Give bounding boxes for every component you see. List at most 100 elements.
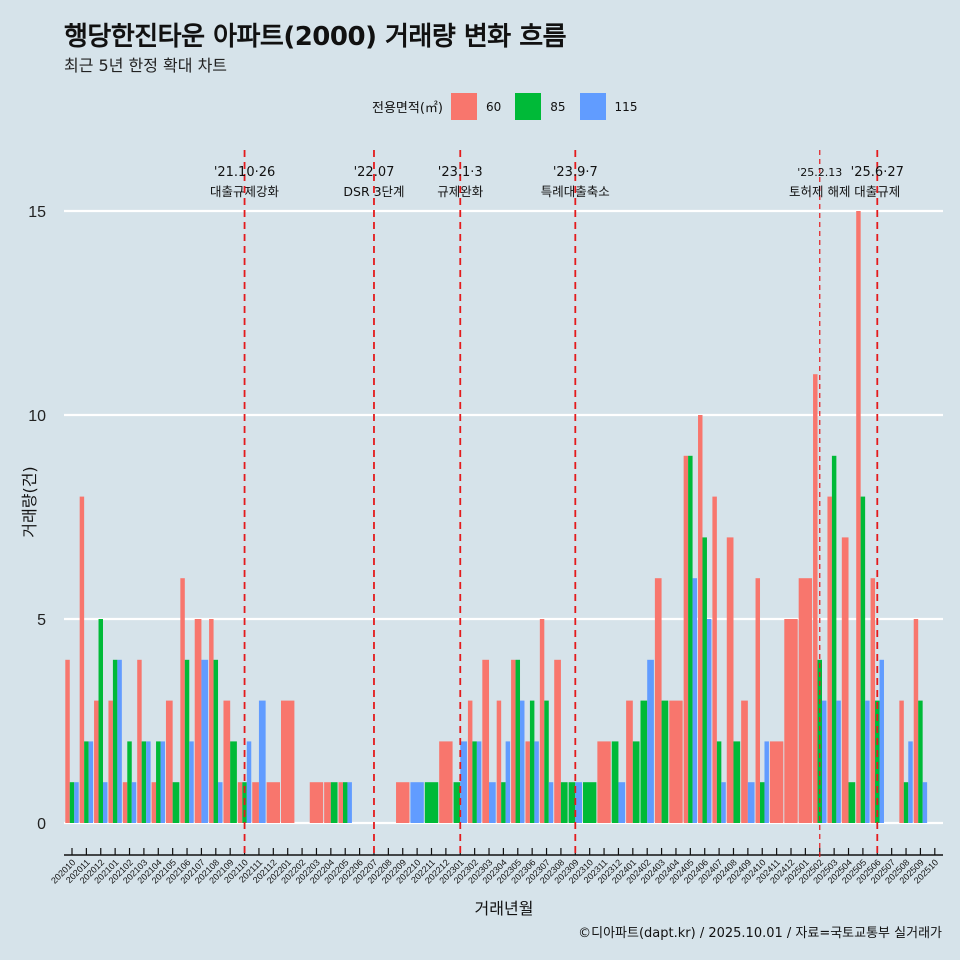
bar-115-202506: [879, 659, 884, 823]
bar-85-202309: [568, 782, 576, 823]
bar-85-202102: [127, 741, 132, 823]
bar-60-202304: [496, 700, 502, 823]
bar-85-202310: [582, 782, 597, 823]
bar-115-202402: [647, 659, 654, 823]
bar-115-202012: [102, 782, 108, 823]
bar-60-202011: [79, 496, 85, 823]
bar-85-202306: [529, 700, 535, 823]
bar-115-202406: [706, 619, 712, 823]
bar-115-202409: [747, 782, 755, 823]
bar-115-202309: [575, 782, 582, 823]
bar-60-202203: [309, 782, 324, 823]
legend-swatch-60: [450, 93, 477, 120]
bar-60-202012: [94, 700, 99, 823]
bar-85-202103: [141, 741, 147, 823]
bar-115-202010: [74, 782, 79, 823]
bar-115-202104: [160, 741, 165, 823]
bar-60-202305: [511, 659, 516, 823]
bar-85-202406: [702, 537, 707, 823]
bar-60-202106: [180, 578, 185, 823]
bar-115-202107: [201, 659, 209, 823]
bar-85-202503: [831, 455, 837, 823]
bar-60-202307: [539, 619, 545, 823]
bar-60-202112: [266, 782, 281, 823]
bar-85-202305: [515, 659, 521, 823]
bar-60-202407: [712, 496, 717, 823]
bar-60-202103: [137, 659, 142, 823]
bar-115-202312: [618, 782, 626, 823]
bar-115-202405: [692, 578, 698, 823]
legend-swatch-85: [515, 93, 542, 120]
bar-85-202106: [184, 659, 190, 823]
event-text-label: 대출규제: [854, 184, 900, 199]
bar-115-202205: [347, 782, 352, 823]
bar-60-202105: [165, 700, 173, 823]
bar-85-202506: [875, 700, 880, 823]
bar-85-202408: [733, 741, 741, 823]
y-tick-label: 5: [37, 612, 46, 629]
bar-85-202205: [342, 782, 348, 823]
event-date-label: '23.1·3: [438, 165, 483, 180]
bar-60-202503: [827, 496, 832, 823]
bar-60-202509: [913, 619, 919, 823]
legend-label-60: 60: [485, 99, 502, 114]
legend-label-85: 85: [550, 99, 566, 114]
bar-60-202411: [769, 741, 784, 823]
y-tick-label: 0: [37, 816, 46, 833]
legend-swatch-115: [579, 93, 606, 120]
bar-85-202508: [903, 782, 909, 823]
bar-115-202304: [505, 741, 511, 823]
bar-85-202410: [760, 782, 765, 823]
bar-115-202110: [246, 741, 252, 823]
y-tick-label: 15: [28, 204, 46, 221]
y-axis-title: 거래량(건): [20, 466, 39, 537]
bar-115-202410: [764, 741, 769, 823]
bar-85-202101: [112, 659, 118, 823]
source-credit: ©디아파트(dapt.kr) / 2025.10.01 / 자료=국토교통부 실…: [578, 926, 942, 941]
bar-60-202410: [755, 578, 761, 823]
bar-60-202409: [741, 700, 748, 823]
bar-60-202104: [151, 782, 157, 823]
bar-115-202407: [721, 782, 726, 823]
bar-85-202304: [501, 782, 506, 823]
event-date-label: '25.6·27: [851, 165, 904, 180]
bar-60-202405: [683, 455, 689, 823]
bar-115-202111: [258, 700, 266, 823]
bar-115-202509: [922, 782, 928, 823]
bar-85-202312: [611, 741, 619, 823]
bar-85-202307: [544, 700, 549, 823]
bar-115-202303: [489, 782, 496, 823]
bar-60-202308: [554, 659, 561, 823]
bar-60-202404: [669, 700, 683, 823]
bar-115-202102: [131, 782, 137, 823]
bar-60-202102: [122, 782, 128, 823]
bar-115-202103: [146, 741, 151, 823]
event-date-label: '22.07: [354, 165, 395, 180]
bar-115-202210: [410, 782, 424, 823]
bar-60-202109: [223, 700, 231, 823]
bar-115-202106: [189, 741, 194, 823]
bar-60-202204: [324, 782, 331, 823]
bar-85-202407: [716, 741, 722, 823]
event-date-label: '25.2.13: [797, 166, 842, 179]
bar-60-202108: [209, 619, 214, 823]
event-date-label: '21.10·26: [214, 165, 275, 180]
bar-85-202509: [918, 700, 923, 823]
bar-85-202403: [661, 700, 669, 823]
bar-115-202101: [117, 659, 122, 823]
x-axis-title: 거래년월: [475, 899, 534, 918]
event-text-label: 규제완화: [437, 184, 484, 199]
bar-60-202406: [698, 415, 703, 823]
bar-85-202105: [172, 782, 180, 823]
bar-115-202301: [460, 741, 467, 823]
bar-85-202405: [688, 455, 693, 823]
bar-60-202101: [108, 700, 113, 823]
bar-60-202201: [281, 700, 295, 823]
event-date-label: '23.9·7: [553, 165, 598, 180]
bar-60-202408: [726, 537, 734, 823]
bar-85-202011: [84, 741, 89, 823]
bar-115-202503: [836, 700, 841, 823]
bar-60-202401: [626, 700, 633, 823]
bar-60-202505: [856, 211, 861, 823]
bar-85-202504: [848, 782, 856, 823]
